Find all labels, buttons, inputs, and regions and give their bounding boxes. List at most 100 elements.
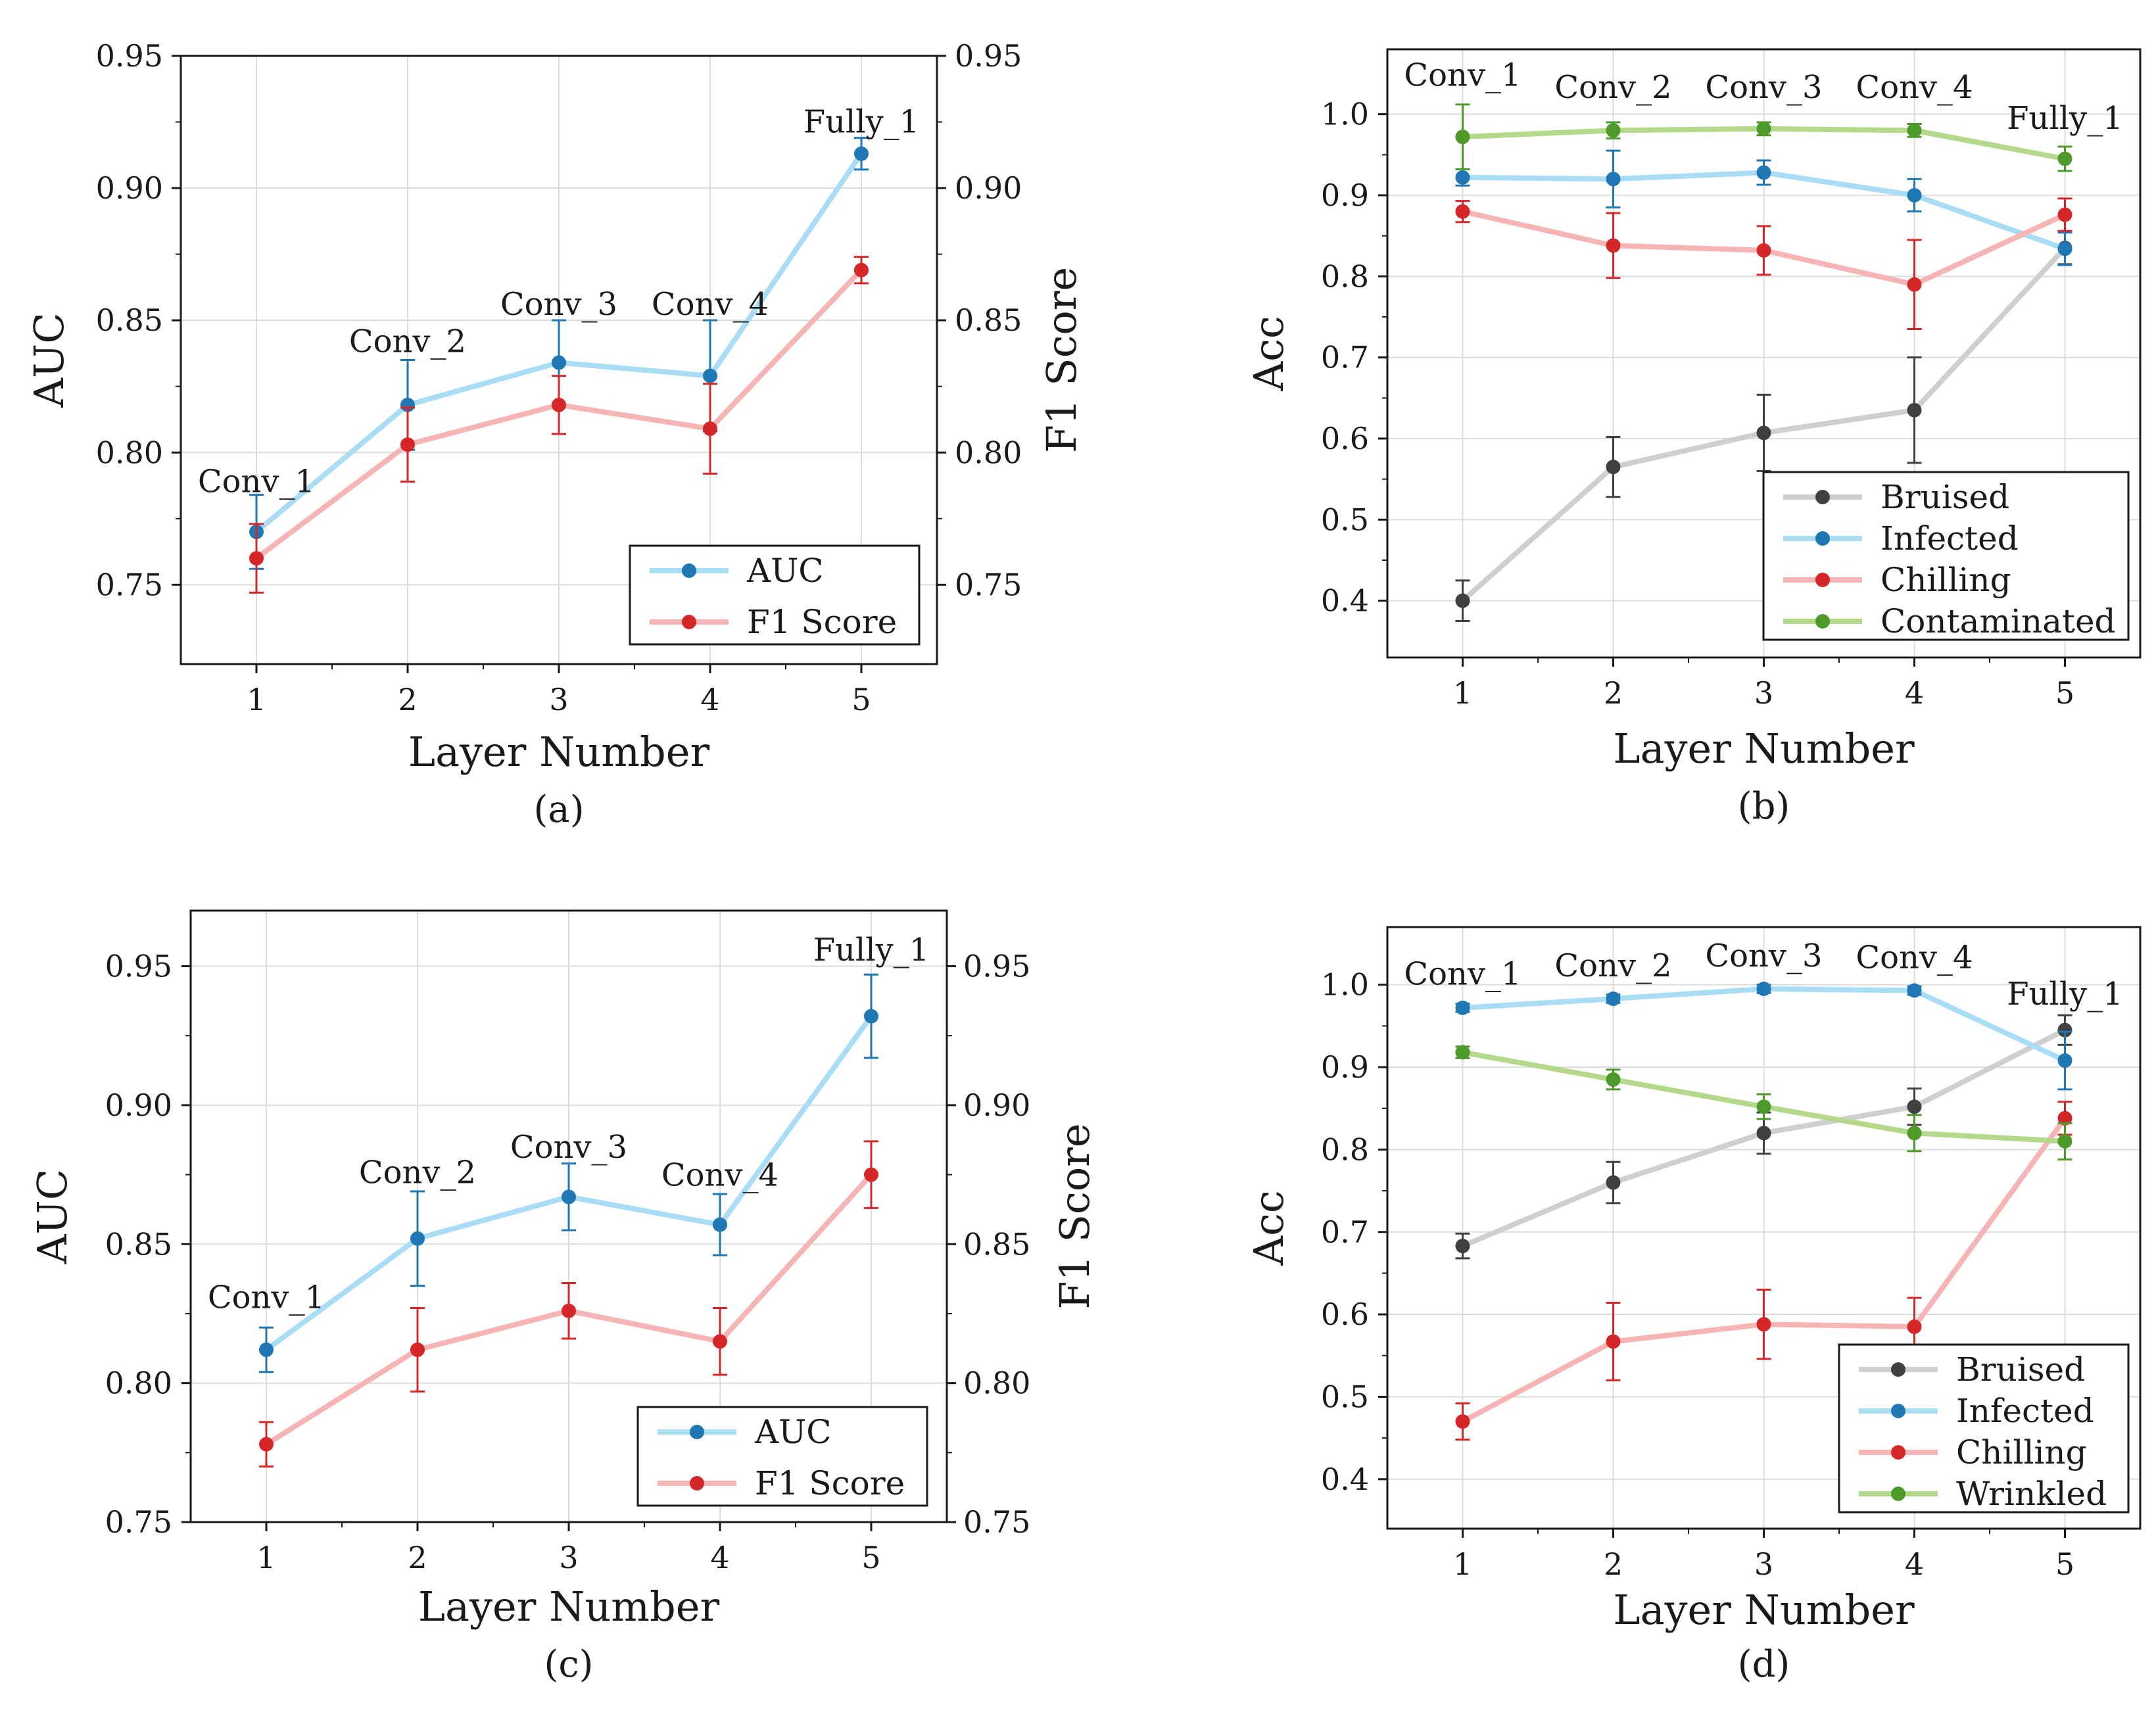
series-f1-score bbox=[259, 1140, 878, 1467]
layer-annotation: Conv_2 bbox=[359, 1154, 476, 1191]
data-point bbox=[1606, 1175, 1621, 1190]
y-tick-label: 0.8 bbox=[1321, 258, 1369, 294]
data-point bbox=[249, 551, 264, 566]
y-tick-label: 0.75 bbox=[96, 567, 163, 602]
legend-swatch-marker bbox=[1815, 614, 1830, 629]
data-point bbox=[2057, 1110, 2072, 1126]
data-point bbox=[1606, 1334, 1621, 1349]
data-point bbox=[1756, 982, 1771, 997]
x-tick-label: 5 bbox=[861, 1540, 880, 1575]
data-point bbox=[1756, 425, 1771, 441]
data-point bbox=[1455, 1000, 1470, 1015]
data-point bbox=[1907, 1319, 1922, 1334]
y-tick-label: 0.85 bbox=[96, 302, 163, 338]
legend-label: Infected bbox=[1956, 1392, 2094, 1430]
x-tick-label: 2 bbox=[1604, 1546, 1623, 1582]
data-point bbox=[1606, 238, 1621, 253]
data-point bbox=[1907, 1099, 1922, 1114]
x-tick-label: 2 bbox=[408, 1540, 427, 1575]
y2-tick-label: 0.95 bbox=[955, 38, 1022, 74]
y-tick-label: 0.6 bbox=[1321, 421, 1369, 456]
data-point bbox=[1756, 165, 1771, 180]
y-tick-label: 0.6 bbox=[1321, 1297, 1369, 1332]
data-point bbox=[1756, 121, 1771, 136]
legend-box bbox=[1838, 1343, 2130, 1514]
data-point bbox=[1907, 277, 1922, 292]
layer-annotation: Conv_4 bbox=[1856, 69, 1973, 106]
y-tick-label: 0.4 bbox=[1321, 583, 1369, 619]
x-tick-label: 5 bbox=[2055, 675, 2074, 711]
y-tick-label: 0.80 bbox=[105, 1366, 172, 1401]
legend-label: Infected bbox=[1881, 519, 2019, 558]
y-tick-label: 0.9 bbox=[1321, 178, 1369, 213]
y2-tick-label: 0.80 bbox=[955, 435, 1022, 470]
y-axis-title: Acc bbox=[1245, 1190, 1293, 1266]
layer-annotation: Conv_3 bbox=[510, 1129, 627, 1166]
legend-label: AUC bbox=[754, 1413, 832, 1451]
chart-panel-d: 0.4 0.5 0.6 0.7 0.8 0.9 1.0 1 2 3 4 5 Layer Number Ac… bbox=[1245, 926, 2142, 1686]
x-tick-label: 4 bbox=[1905, 1546, 1924, 1582]
y-tick-label: 0.8 bbox=[1321, 1132, 1369, 1167]
layer-annotation: Conv_2 bbox=[349, 323, 466, 360]
data-point bbox=[259, 1437, 274, 1452]
panel-caption: (b) bbox=[1738, 785, 1790, 828]
data-point bbox=[1907, 1126, 1922, 1141]
data-point bbox=[1455, 593, 1470, 608]
y-tick-label: 0.7 bbox=[1321, 1214, 1369, 1250]
x-tick-label: 2 bbox=[398, 682, 417, 717]
y2-tick-label: 0.90 bbox=[963, 1087, 1030, 1123]
data-point bbox=[2057, 1053, 2072, 1068]
y-axis-title: AUC bbox=[28, 1169, 76, 1264]
x-tick-label: 3 bbox=[1754, 675, 1773, 711]
data-point bbox=[1455, 130, 1470, 145]
x-tick-label: 3 bbox=[549, 682, 568, 717]
data-point bbox=[854, 262, 869, 277]
layer-annotation: Conv_1 bbox=[208, 1279, 325, 1316]
legend-label: AUC bbox=[746, 552, 824, 590]
panel-caption: (d) bbox=[1738, 1643, 1790, 1686]
data-point bbox=[1455, 170, 1470, 185]
y-tick-label: 0.9 bbox=[1321, 1049, 1369, 1085]
data-point bbox=[1606, 1072, 1621, 1087]
data-point bbox=[410, 1342, 425, 1357]
data-point bbox=[703, 368, 717, 383]
legend-label: Wrinkled bbox=[1956, 1475, 2107, 1513]
data-point bbox=[1756, 243, 1771, 258]
legend-swatch-marker bbox=[1815, 490, 1830, 504]
layer-annotation: Conv_2 bbox=[1554, 69, 1671, 106]
data-point bbox=[1756, 1126, 1771, 1141]
x-tick-label: 4 bbox=[1905, 675, 1924, 711]
y-tick-label: 0.75 bbox=[105, 1504, 172, 1540]
layer-annotation: Conv_4 bbox=[652, 286, 769, 323]
data-point bbox=[1606, 172, 1621, 187]
legend-swatch-marker bbox=[1815, 531, 1830, 546]
data-point bbox=[1756, 1317, 1771, 1332]
panel-caption: (a) bbox=[533, 788, 584, 831]
x-axis-title: Layer Number bbox=[408, 728, 710, 776]
layer-annotation: Fully_1 bbox=[2007, 100, 2123, 137]
y-tick-label: 0.95 bbox=[105, 949, 172, 984]
data-point bbox=[259, 1342, 274, 1357]
legend-label: Contaminated bbox=[1881, 602, 2116, 640]
chart-panel-b: 0.4 0.5 0.6 0.7 0.8 0.9 1.0 1 2 3 4 5 Layer Number Ac… bbox=[1245, 48, 2142, 828]
layer-annotation: Conv_4 bbox=[1856, 940, 1973, 976]
chart-panel-a: 0.75 0.75 0.80 0.80 0.85 0.85 0.90 0.90 0.95 0.95… bbox=[25, 38, 1086, 831]
layer-annotation: Fully_1 bbox=[813, 932, 930, 968]
y-tick-label: 0.7 bbox=[1321, 340, 1369, 375]
data-point bbox=[1606, 991, 1621, 1007]
data-point bbox=[1907, 983, 1922, 998]
legend-swatch-marker bbox=[690, 1476, 704, 1491]
data-point bbox=[703, 421, 717, 437]
data-point bbox=[2057, 207, 2072, 222]
chart-panel-c: 0.75 0.75 0.80 0.80 0.85 0.85 0.90 0.90 0.95 0.95… bbox=[28, 909, 1099, 1686]
data-point bbox=[854, 146, 869, 161]
layer-annotation: Conv_1 bbox=[1404, 956, 1521, 993]
x-tick-label: 5 bbox=[851, 682, 871, 717]
y2-axis-title: F1 Score bbox=[1038, 267, 1086, 453]
legend-label: Bruised bbox=[1881, 478, 2009, 516]
series-infected bbox=[1455, 982, 2072, 1091]
data-point bbox=[552, 355, 566, 370]
legend-swatch-marker bbox=[1891, 1445, 1905, 1460]
